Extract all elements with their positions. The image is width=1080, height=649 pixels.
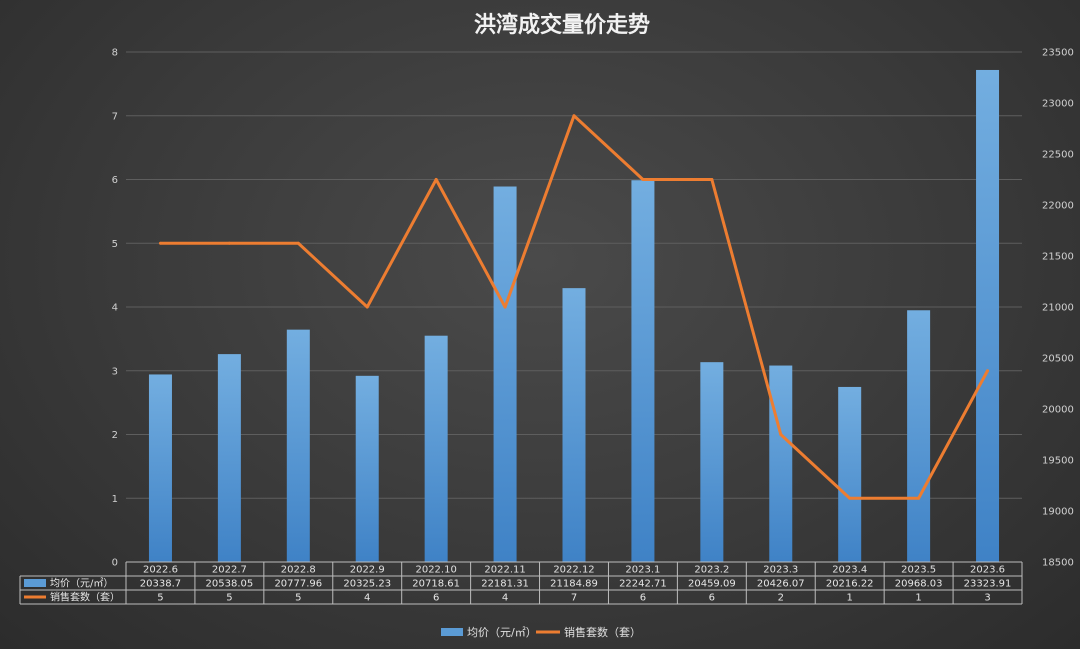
bar — [769, 365, 793, 562]
category-label: 2023.3 — [763, 565, 798, 576]
line-point — [296, 241, 300, 245]
left-tick-label: 7 — [112, 111, 118, 122]
legend-line-label: 销售套数（套） — [564, 625, 641, 639]
data-table: 2022.6 20338.7 5 2022.7 20538.05 5 2022.8 20777… — [19, 561, 1023, 605]
bar — [355, 375, 379, 562]
category-label: 2023.2 — [694, 565, 729, 576]
right-tick-label: 22000 — [1042, 201, 1074, 212]
line-data-label: 6 — [433, 593, 439, 604]
left-tick-label: 2 — [112, 430, 118, 441]
right-tick-label: 20000 — [1042, 405, 1074, 416]
bar-data-label: 20426.07 — [757, 579, 805, 590]
right-tick-label: 21000 — [1042, 303, 1074, 314]
category-label: 2023.4 — [832, 565, 867, 576]
bar — [907, 310, 931, 562]
line-series-row-label: 销售套数（套） — [50, 591, 120, 604]
line-data-label: 5 — [226, 593, 232, 604]
line-point — [158, 241, 162, 245]
category-label: 2022.7 — [212, 565, 247, 576]
right-tick-label: 23000 — [1042, 99, 1074, 110]
category-label: 2023.5 — [901, 565, 936, 576]
chart-title: 洪湾成交量价走势 — [474, 12, 650, 38]
line-data-label: 6 — [640, 593, 646, 604]
line-point — [710, 178, 714, 181]
line-data-label: 5 — [295, 593, 301, 604]
right-tick-label: 21500 — [1042, 252, 1074, 263]
bar-data-label: 20459.09 — [688, 579, 736, 590]
legend-bar-swatch — [441, 628, 463, 636]
line-point — [503, 305, 507, 309]
bar-data-label: 20968.03 — [895, 579, 943, 590]
bar-series — [148, 69, 1000, 562]
left-axis: 0 1 2 3 4 5 6 7 8 — [112, 48, 118, 569]
right-tick-label: 19500 — [1042, 456, 1074, 467]
line-point — [434, 178, 438, 181]
left-tick-label: 5 — [112, 239, 118, 250]
category-label: 2022.6 — [143, 565, 178, 576]
bar — [976, 69, 1000, 562]
line-data-label: 1 — [915, 593, 921, 604]
left-tick-label: 1 — [112, 494, 118, 505]
line-point — [848, 496, 852, 500]
line-point — [227, 241, 231, 245]
left-tick-label: 0 — [112, 558, 118, 569]
legend: 均价（元/㎡） 销售套数（套） — [441, 625, 641, 639]
bar-data-label: 22242.71 — [619, 579, 667, 590]
right-axis: 18500 19000 19500 20000 20500 21000 21500 22000… — [1042, 48, 1074, 569]
category-label: 2023.1 — [625, 565, 660, 576]
bar-data-label: 20718.61 — [412, 579, 460, 590]
bar — [700, 362, 724, 562]
right-tick-label: 19000 — [1042, 507, 1074, 518]
line-series — [158, 114, 990, 500]
left-tick-label: 4 — [112, 303, 118, 314]
right-tick-label: 23500 — [1042, 48, 1074, 59]
bar — [217, 354, 241, 562]
right-tick-label: 20500 — [1042, 354, 1074, 365]
bar-data-label: 20325.23 — [343, 579, 391, 590]
line-data-label: 3 — [984, 593, 990, 604]
category-label: 2022.8 — [281, 565, 316, 576]
bar-data-label: 20338.7 — [140, 579, 181, 590]
bar — [493, 186, 517, 562]
line-data-label: 6 — [709, 593, 715, 604]
category-label: 2022.12 — [553, 565, 594, 576]
category-label: 2022.9 — [350, 565, 385, 576]
bar-series-row-label: 均价（元/㎡） — [50, 578, 113, 590]
left-tick-label: 3 — [112, 366, 118, 377]
bar — [424, 335, 448, 562]
line-point — [572, 114, 576, 118]
line-point — [641, 178, 645, 181]
line-data-label: 4 — [502, 593, 508, 604]
bar-data-label: 20216.22 — [826, 579, 874, 590]
line-data-label: 7 — [571, 593, 577, 604]
bar-data-label: 21184.89 — [550, 579, 598, 590]
bar-series-key — [24, 579, 46, 587]
right-tick-label: 22500 — [1042, 150, 1074, 161]
left-tick-label: 8 — [112, 48, 118, 59]
line-point — [917, 496, 921, 500]
legend-bar-label: 均价（元/㎡） — [467, 626, 537, 639]
line-data-label: 2 — [778, 593, 784, 604]
bar — [286, 329, 310, 562]
category-label: 2022.10 — [415, 565, 456, 576]
bar — [631, 180, 655, 562]
left-tick-label: 6 — [112, 175, 118, 186]
bar-data-label: 23323.91 — [964, 579, 1012, 590]
category-label: 2022.11 — [484, 565, 525, 576]
bar — [148, 374, 172, 562]
bar — [562, 288, 586, 562]
line-data-label: 1 — [847, 593, 853, 604]
right-tick-label: 18500 — [1042, 558, 1074, 569]
bar — [838, 386, 862, 562]
line-point — [986, 369, 990, 373]
line-data-label: 4 — [364, 593, 370, 604]
bar-data-label: 20538.05 — [206, 579, 254, 590]
line-point — [779, 433, 783, 436]
line-data-label: 5 — [157, 593, 163, 604]
bar-data-label: 20777.96 — [274, 579, 322, 590]
bar-data-label: 22181.31 — [481, 579, 529, 590]
category-label: 2023.6 — [970, 565, 1005, 576]
line-point — [365, 305, 369, 309]
